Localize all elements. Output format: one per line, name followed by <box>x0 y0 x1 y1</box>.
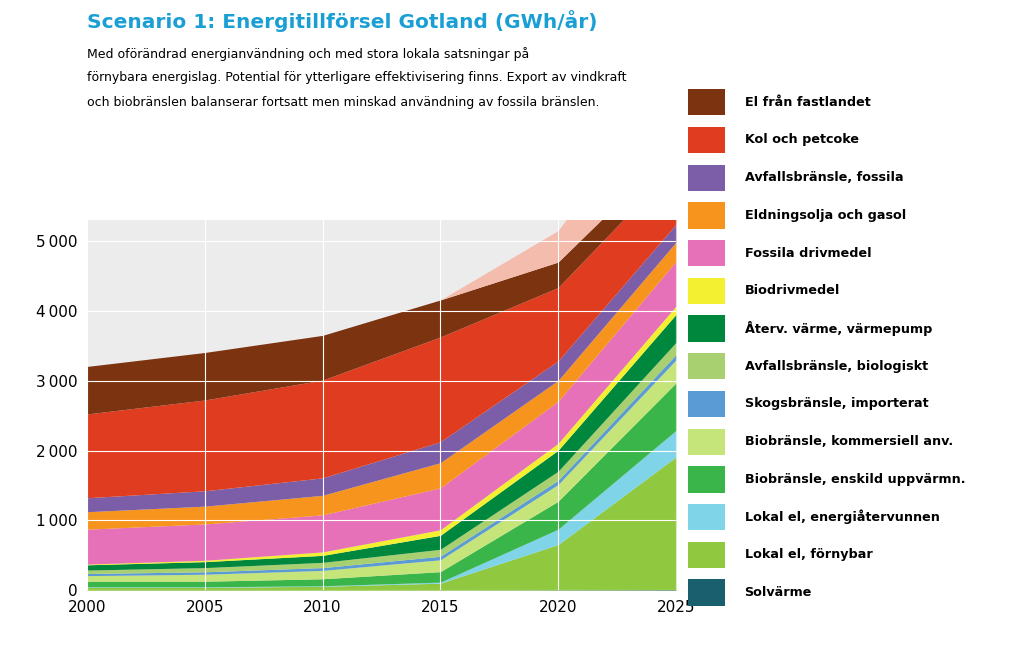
Bar <box>688 89 725 115</box>
Text: Eldningsolja och gasol: Eldningsolja och gasol <box>744 209 906 222</box>
Text: Skogsbränsle, importerat: Skogsbränsle, importerat <box>744 398 928 410</box>
Text: Biodrivmedel: Biodrivmedel <box>744 284 840 297</box>
Text: Scenario 1: Energitillförsel Gotland (GWh/år): Scenario 1: Energitillförsel Gotland (GW… <box>87 10 598 32</box>
Text: Lokal el, energiåtervunnen: Lokal el, energiåtervunnen <box>744 510 939 524</box>
Text: Fossila drivmedel: Fossila drivmedel <box>744 247 871 259</box>
Text: Avfallsbränsle, biologiskt: Avfallsbränsle, biologiskt <box>744 360 928 373</box>
Bar <box>688 542 725 568</box>
Text: Solvärme: Solvärme <box>744 586 812 599</box>
Bar <box>688 202 725 229</box>
Bar <box>688 466 725 492</box>
Bar <box>688 277 725 304</box>
Bar <box>688 504 725 530</box>
Bar <box>688 429 725 455</box>
Text: och biobränslen balanserar fortsatt men minskad användning av fossila bränslen.: och biobränslen balanserar fortsatt men … <box>87 96 599 109</box>
Text: Avfallsbränsle, fossila: Avfallsbränsle, fossila <box>744 171 903 184</box>
Text: Med oförändrad energianvändning och med stora lokala satsningar på: Med oförändrad energianvändning och med … <box>87 47 529 61</box>
Text: Återv. värme, värmepump: Återv. värme, värmepump <box>744 321 932 336</box>
Bar <box>688 165 725 191</box>
Bar <box>688 580 725 606</box>
Text: Kol och petcoke: Kol och petcoke <box>744 133 858 147</box>
Bar <box>688 391 725 417</box>
Bar <box>688 315 725 342</box>
Text: Biobränsle, enskild uppvärmn.: Biobränsle, enskild uppvärmn. <box>744 473 965 486</box>
Text: Lokal el, förnybar: Lokal el, förnybar <box>744 548 872 562</box>
Text: Biobränsle, kommersiell anv.: Biobränsle, kommersiell anv. <box>744 435 952 448</box>
Bar <box>688 240 725 266</box>
Bar <box>688 127 725 153</box>
Bar <box>688 353 725 380</box>
Text: El från fastlandet: El från fastlandet <box>744 96 870 109</box>
Text: förnybara energislag. Potential för ytterligare effektivisering finns. Export av: förnybara energislag. Potential för ytte… <box>87 71 627 84</box>
